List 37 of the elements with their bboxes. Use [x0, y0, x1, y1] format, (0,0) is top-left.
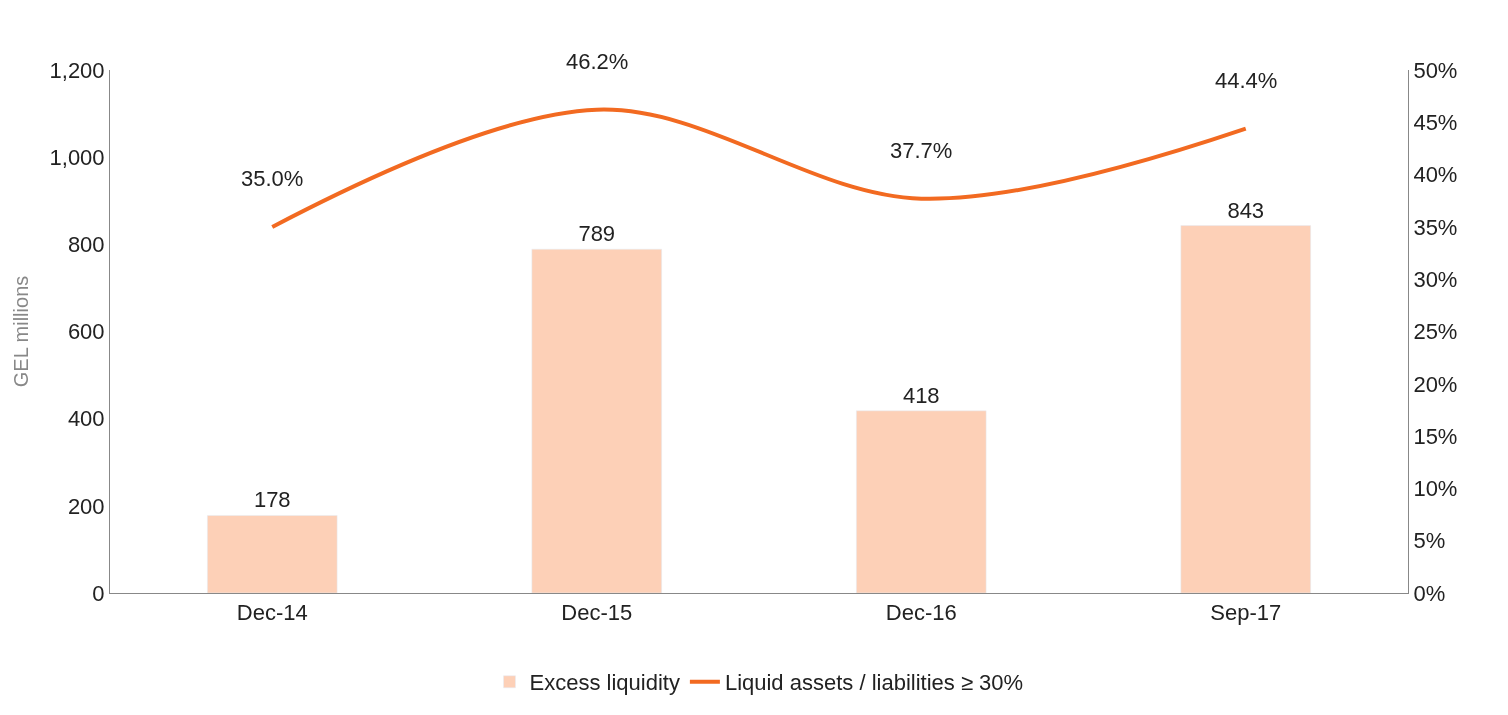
x-tick-label: Dec-14	[236, 600, 308, 626]
legend-label: Liquid assets / liabilities ≥ 30%	[724, 670, 1024, 696]
data-label: 37.7%	[890, 138, 953, 163]
x-tick-label: Sep-17	[1210, 600, 1282, 626]
y-tick-label: 600	[67, 319, 105, 345]
bar	[207, 515, 338, 593]
y-tick-label: 1,000	[49, 144, 105, 170]
y2-tick-label: 30%	[1413, 266, 1458, 292]
y-tick-label: 800	[67, 232, 105, 258]
legend-label: Excess liquidity	[529, 670, 680, 696]
x-tick-label: Dec-15	[561, 600, 633, 626]
x-tick-label: Dec-16	[885, 600, 957, 626]
y-tick-label: 400	[67, 406, 105, 432]
y2-tick-label: 35%	[1413, 214, 1458, 240]
y2-tick-label: 50%	[1413, 57, 1458, 83]
data-label: 44.4%	[1215, 68, 1278, 93]
y2-tick-label: 20%	[1413, 371, 1458, 397]
data-label: 178	[253, 487, 291, 513]
y-tick-label: 1,200	[49, 57, 105, 83]
y-axis-title: GEL millions	[10, 275, 33, 388]
y2-tick-label: 0%	[1413, 580, 1446, 606]
data-label: 843	[1227, 197, 1265, 223]
data-label: 418	[902, 382, 940, 408]
data-label: 46.2%	[566, 49, 629, 74]
data-label: 789	[578, 221, 616, 247]
bar	[856, 410, 987, 593]
y-tick-label: 200	[67, 493, 105, 519]
data-label: 35.0%	[241, 166, 304, 191]
y2-tick-label: 25%	[1413, 319, 1458, 345]
bar	[1180, 225, 1311, 593]
y2-tick-label: 40%	[1413, 162, 1458, 188]
bar	[531, 248, 662, 593]
y2-tick-label: 45%	[1413, 110, 1458, 135]
y2-tick-label: 5%	[1413, 528, 1446, 554]
y2-tick-label: 15%	[1413, 423, 1458, 449]
y2-tick-label: 10%	[1413, 476, 1458, 502]
y-tick-label: 0	[92, 580, 105, 606]
